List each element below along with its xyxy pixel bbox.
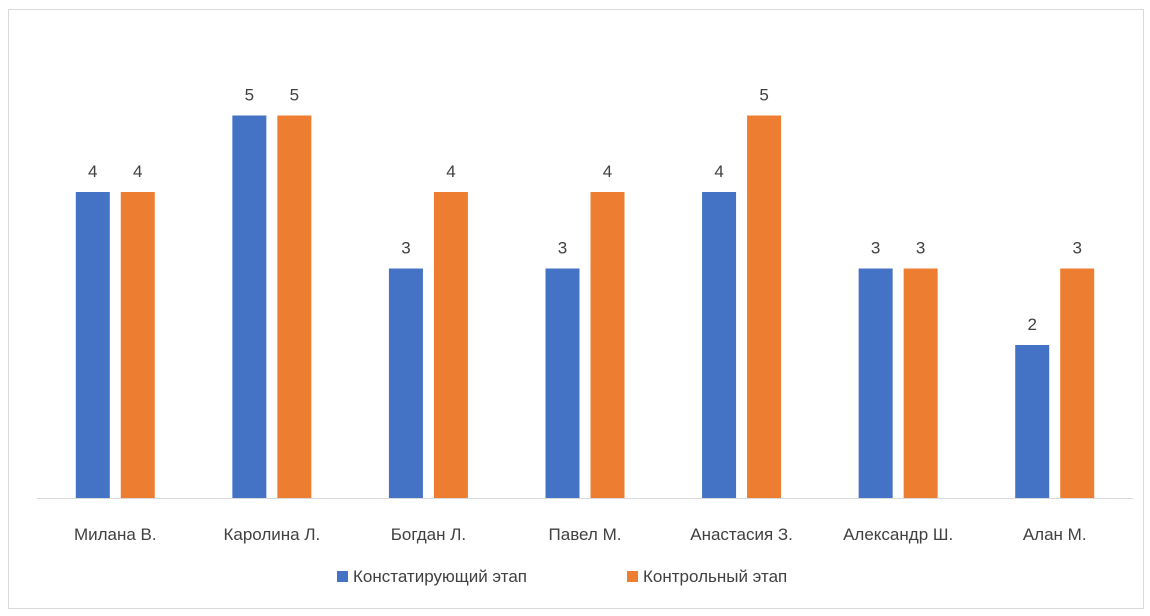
legend-label: Констатирующий этап bbox=[353, 567, 527, 586]
bar-stage2-2 bbox=[433, 192, 468, 498]
category-label: Павел М. bbox=[549, 525, 622, 544]
value-label: 4 bbox=[714, 162, 723, 181]
category-label: Богдан Л. bbox=[391, 525, 466, 544]
category-labels-group: Милана В. Каролина Л. Богдан Л. Павел М. Ана… bbox=[74, 525, 1087, 544]
legend-swatch bbox=[337, 571, 348, 582]
value-label: 3 bbox=[916, 239, 925, 258]
bar-stage1-2 bbox=[388, 268, 423, 498]
bar-stage1-5 bbox=[858, 268, 893, 498]
legend-label: Контрольный этап bbox=[643, 567, 787, 586]
bar-stage2-6 bbox=[1060, 268, 1095, 498]
value-label: 3 bbox=[1072, 239, 1081, 258]
value-label: 4 bbox=[446, 162, 455, 181]
category-label: Александр Ш. bbox=[843, 525, 953, 544]
legend: Констатирующий этап Контрольный этап bbox=[337, 567, 787, 586]
value-label: 3 bbox=[871, 239, 880, 258]
category-label: Анастасия З. bbox=[690, 525, 793, 544]
category-label: Милана В. bbox=[74, 525, 157, 544]
bar-stage2-5 bbox=[903, 268, 938, 498]
value-label: 4 bbox=[133, 162, 142, 181]
value-label: 5 bbox=[290, 86, 299, 105]
bars-group bbox=[75, 115, 1095, 498]
bar-stage2-4 bbox=[747, 115, 782, 498]
bar-stage1-4 bbox=[702, 192, 737, 498]
legend-swatch bbox=[627, 571, 638, 582]
value-label: 3 bbox=[558, 239, 567, 258]
value-label: 5 bbox=[759, 86, 768, 105]
value-label: 4 bbox=[88, 162, 97, 181]
bar-stage1-0 bbox=[75, 192, 110, 498]
bar-stage2-1 bbox=[277, 115, 312, 498]
category-label: Каролина Л. bbox=[223, 525, 320, 544]
value-label: 5 bbox=[245, 86, 254, 105]
bar-stage1-3 bbox=[545, 268, 580, 498]
bar-stage2-3 bbox=[590, 192, 625, 498]
category-label: Алан М. bbox=[1023, 525, 1087, 544]
value-labels-group: 4 4 5 5 3 4 3 4 4 5 3 3 2 3 bbox=[88, 86, 1082, 335]
value-label: 2 bbox=[1027, 315, 1036, 334]
bar-stage1-1 bbox=[232, 115, 267, 498]
value-label: 4 bbox=[603, 162, 612, 181]
value-label: 3 bbox=[401, 239, 410, 258]
bar-stage2-0 bbox=[120, 192, 155, 498]
bar-stage1-6 bbox=[1015, 345, 1050, 498]
